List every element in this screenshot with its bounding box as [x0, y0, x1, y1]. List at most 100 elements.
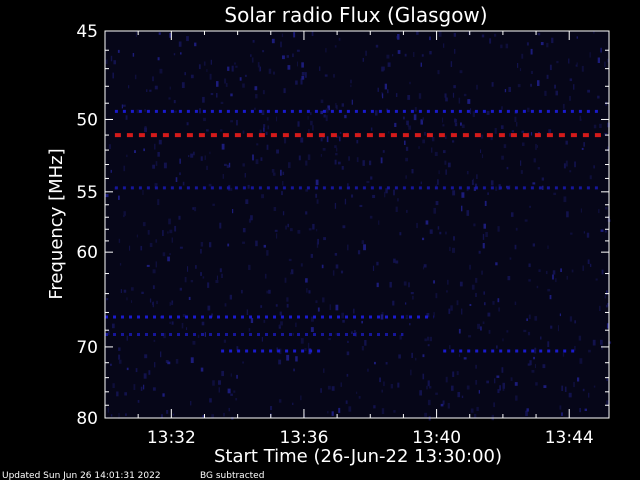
noise-speck: [335, 103, 337, 109]
noise-speck: [322, 297, 325, 303]
noise-speck: [346, 351, 350, 356]
noise-speck: [106, 298, 109, 301]
noise-speck: [421, 54, 424, 57]
noise-speck: [179, 246, 183, 249]
noise-speck: [317, 307, 320, 312]
noise-speck: [305, 211, 308, 215]
noise-speck: [315, 300, 318, 303]
noise-speck: [307, 342, 310, 349]
noise-speck: [493, 402, 495, 408]
noise-speck: [449, 345, 451, 350]
noise-speck: [300, 263, 303, 267]
plot-area: [104, 30, 612, 421]
footer-updated: Updated Sun Jun 26 14:01:31 2022: [2, 471, 161, 480]
noise-speck: [325, 108, 329, 113]
noise-speck: [434, 151, 438, 156]
noise-speck: [231, 65, 234, 72]
noise-speck: [589, 263, 592, 267]
noise-speck: [508, 86, 511, 92]
noise-speck: [527, 107, 530, 113]
noise-speck: [244, 74, 247, 77]
noise-speck: [412, 295, 414, 300]
noise-speck: [221, 143, 225, 150]
noise-speck: [290, 272, 292, 275]
noise-speck: [517, 84, 521, 88]
noise-speck: [227, 66, 230, 71]
noise-speck: [454, 122, 458, 127]
noise-speck: [543, 385, 547, 388]
noise-speck: [461, 192, 465, 198]
noise-speck: [364, 340, 367, 346]
plot-frame: [104, 30, 610, 419]
noise-speck: [268, 289, 271, 294]
y-tick-label: 45: [76, 22, 98, 42]
noise-speck: [534, 316, 538, 321]
noise-speck: [131, 300, 133, 303]
noise-speck: [126, 297, 128, 301]
noise-speck: [579, 408, 581, 413]
noise-speck: [219, 268, 222, 273]
noise-speck: [568, 392, 572, 398]
noise-speck: [195, 265, 197, 269]
noise-speck: [134, 74, 137, 80]
noise-speck: [514, 244, 517, 250]
noise-speck: [582, 265, 584, 271]
noise-speck: [545, 270, 548, 275]
noise-speck: [315, 179, 319, 186]
noise-speck: [376, 282, 379, 288]
noise-speck: [162, 252, 166, 257]
noise-speck: [220, 129, 223, 132]
noise-speck: [593, 31, 595, 34]
noise-speck: [331, 386, 335, 391]
noise-speck: [361, 240, 365, 244]
noise-speck: [262, 50, 265, 53]
noise-speck: [367, 368, 369, 372]
noise-speck: [344, 114, 347, 119]
noise-speck: [292, 402, 294, 405]
noise-speck: [427, 336, 429, 341]
noise-speck: [186, 327, 188, 331]
noise-speck: [509, 133, 512, 137]
noise-speck: [154, 85, 158, 90]
noise-speck: [476, 174, 478, 179]
noise-speck: [351, 194, 354, 198]
noise-speck: [301, 72, 305, 76]
noise-speck: [461, 124, 465, 129]
noise-speck: [501, 155, 504, 160]
noise-speck: [152, 269, 156, 274]
noise-speck: [285, 225, 287, 230]
noise-speck: [301, 75, 305, 80]
y-tick-label: 55: [76, 183, 98, 203]
noise-speck: [362, 57, 364, 62]
noise-speck: [242, 361, 244, 364]
noise-speck: [168, 97, 171, 100]
noise-speck: [528, 314, 531, 320]
noise-speck: [307, 154, 311, 160]
noise-speck: [173, 53, 176, 56]
noise-speck: [206, 165, 208, 170]
noise-speck: [236, 119, 238, 126]
noise-speck: [453, 85, 456, 89]
noise-speck: [203, 117, 206, 122]
noise-speck: [514, 382, 518, 386]
noise-speck: [171, 237, 173, 243]
noise-speck: [540, 42, 544, 46]
noise-speck: [200, 156, 203, 161]
noise-speck: [406, 209, 408, 213]
noise-speck: [356, 391, 358, 394]
noise-speck: [154, 143, 156, 150]
noise-speck: [186, 36, 189, 42]
noise-speck: [316, 228, 318, 232]
noise-speck: [232, 209, 234, 214]
noise-speck: [517, 63, 519, 68]
noise-speck: [335, 153, 338, 156]
noise-speck: [573, 381, 575, 388]
noise-speck: [193, 151, 195, 156]
noise-speck: [359, 204, 363, 207]
noise-speck: [324, 74, 328, 77]
noise-speck: [606, 323, 609, 329]
noise-speck: [498, 307, 500, 312]
noise-speck: [266, 144, 269, 150]
noise-speck: [263, 124, 266, 128]
noise-speck: [264, 273, 267, 279]
